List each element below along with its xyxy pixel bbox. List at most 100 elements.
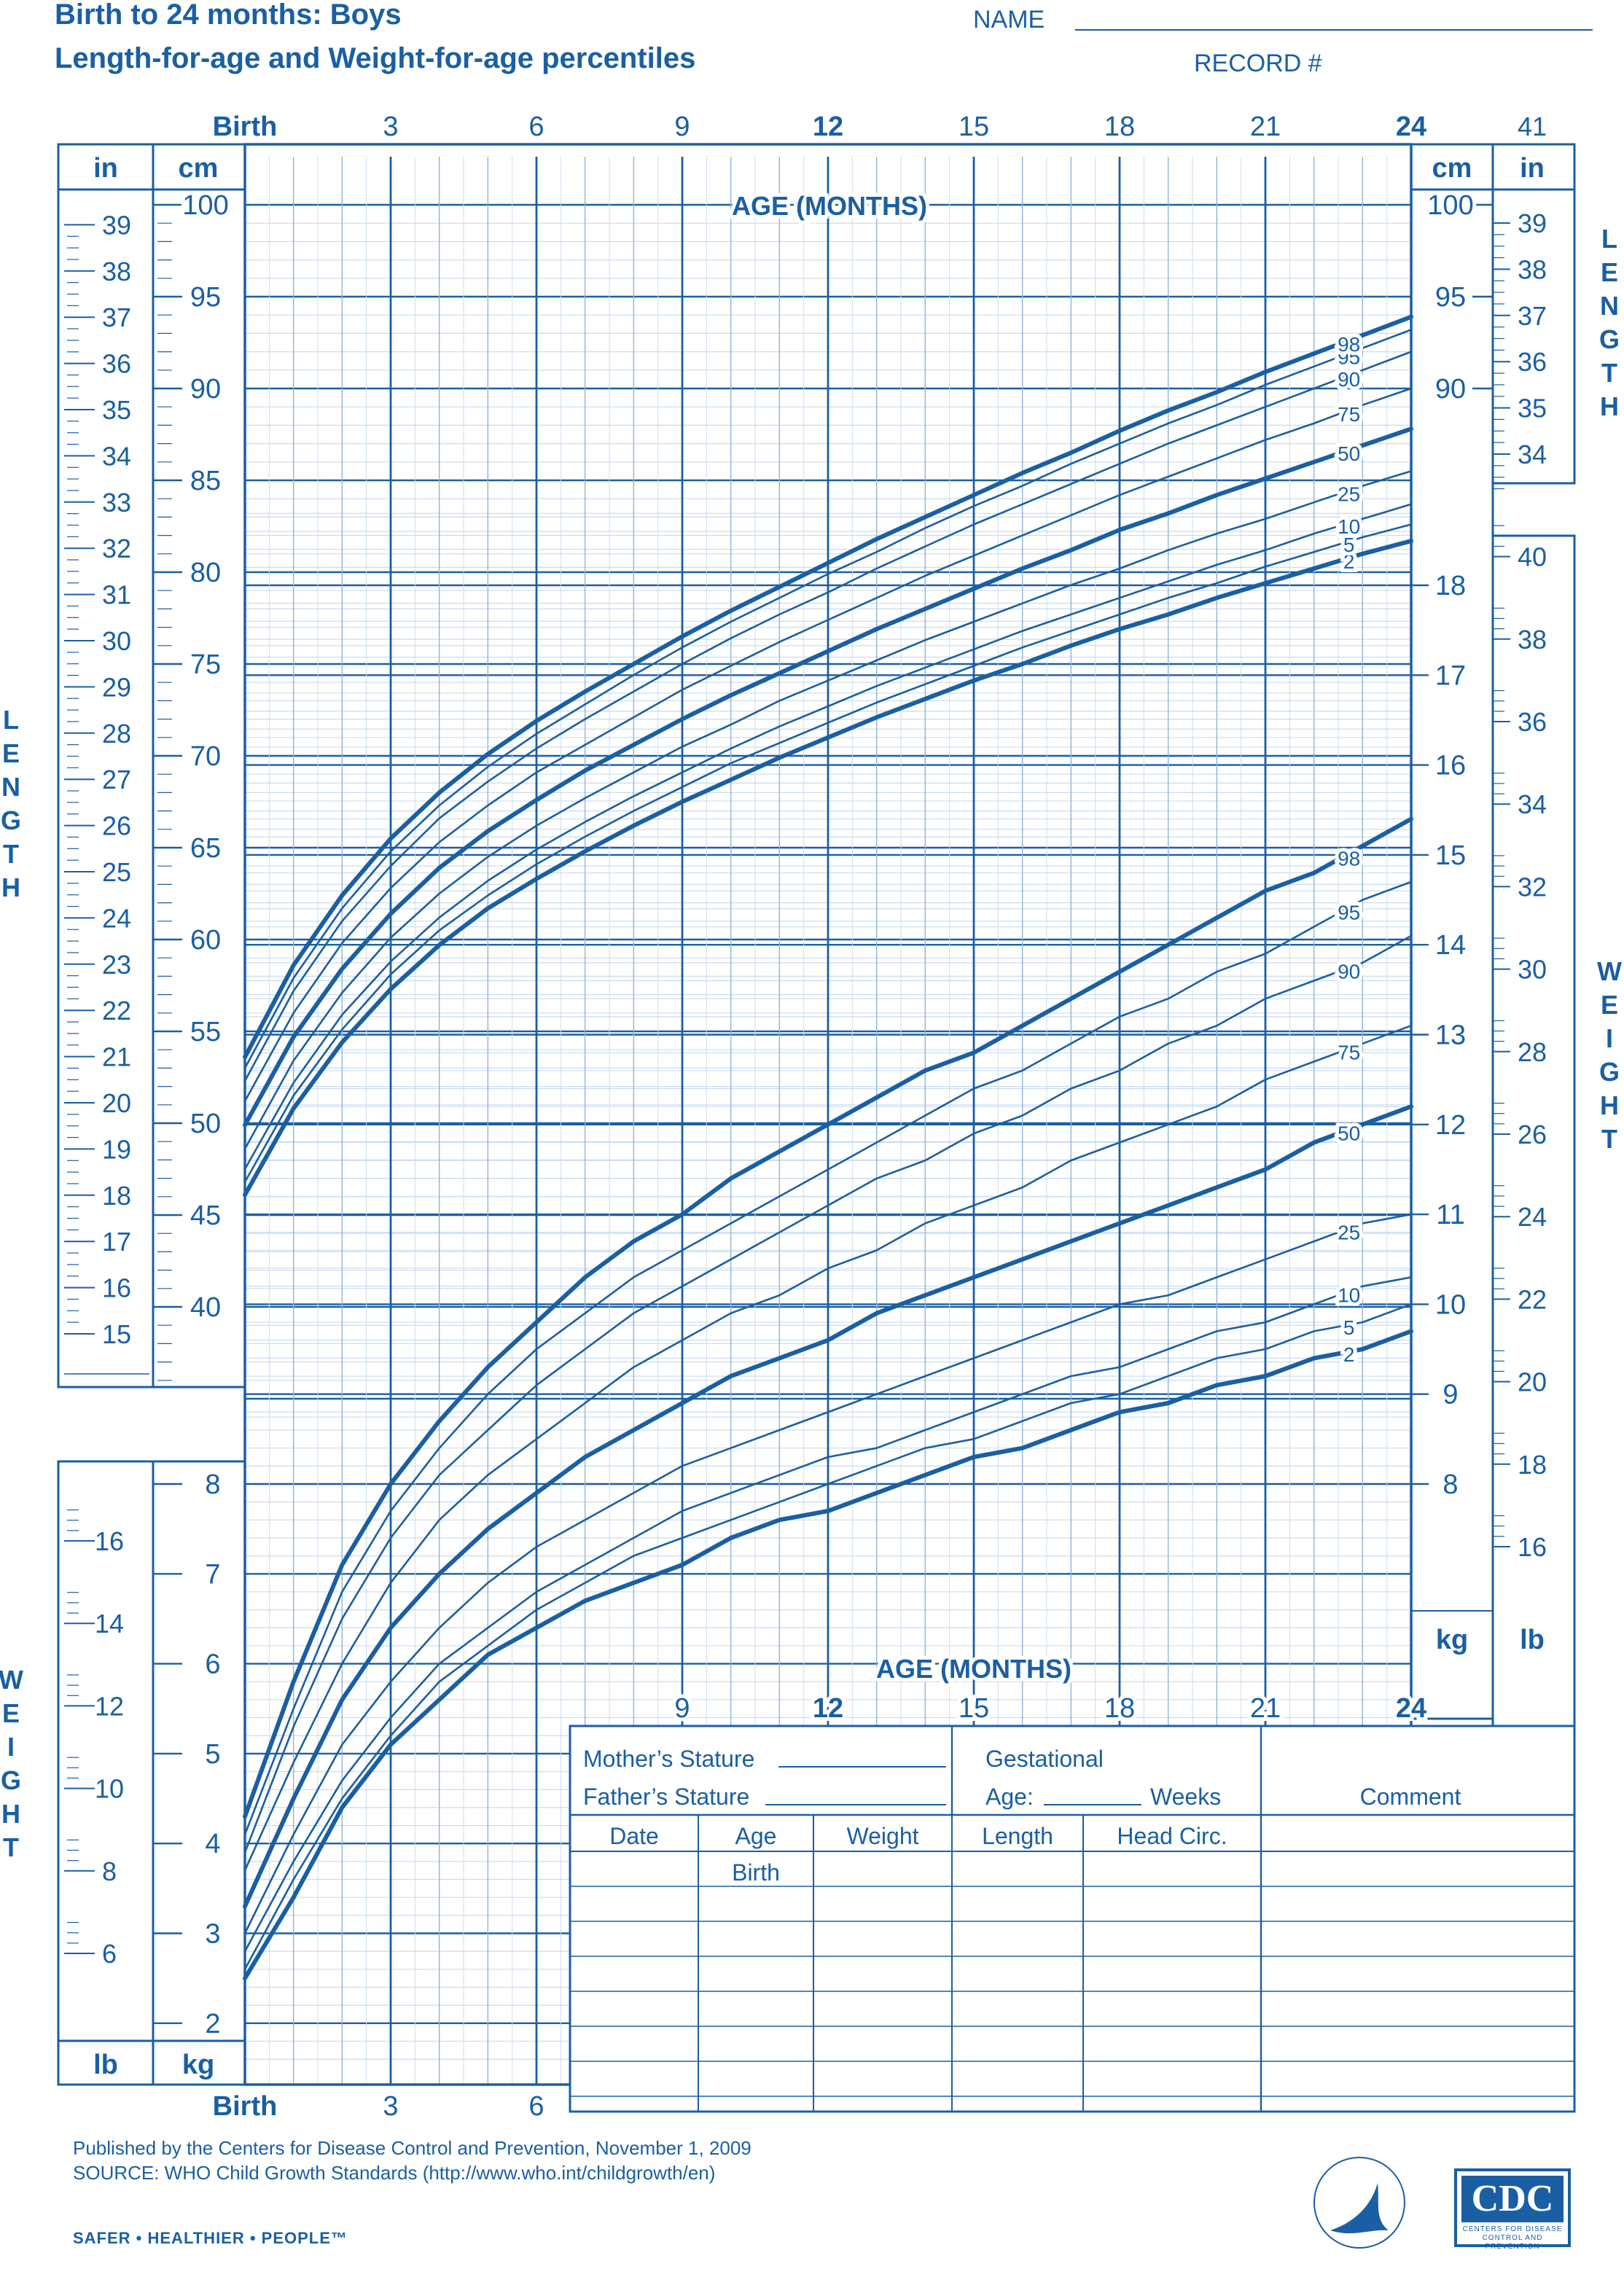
inch-tick-label: 38 [102,257,131,286]
chart-labels: 1516171819202122232425262728293031323334… [64,112,1547,2122]
percentile-label-98: 98 [1338,333,1360,356]
lb-tick-label-right: 24 [1518,1202,1547,1232]
x-tick-label-mid: 12 [813,1693,843,1724]
percentile-curve-10 [243,1276,1413,1953]
kg-tick-label-right: 10 [1435,1289,1466,1320]
fathers-stature-label: Father’s Stature [583,1784,749,1810]
kg-tick-label: 6 [205,1649,220,1680]
kg-tick-label-right: 18 [1435,571,1466,601]
x-tick-label-bottom: Birth [213,2091,278,2122]
kg-tick-label-right: 14 [1435,930,1466,961]
percentile-label-10: 10 [1338,515,1360,538]
inch-tick-label: 18 [102,1181,131,1211]
cm-tick-label: 85 [190,466,221,496]
lb-tick-label: 8 [102,1856,117,1886]
x-tick-label-top: 3 [383,112,398,142]
lb-tick-label-right: 26 [1518,1120,1547,1149]
footer-slogan: SAFER • HEALTHIER • PEOPLE™ [73,2229,348,2247]
inch-tick-label-right: 36 [1518,347,1547,377]
right-in-scale-frame [1491,143,1576,485]
inch-tick-label: 35 [102,395,131,425]
inch-tick-label: 28 [102,719,131,749]
percentile-curve-90 [243,934,1413,1854]
kg-tick-label: 4 [205,1829,220,1859]
x-tick-label-top: 6 [528,112,544,142]
inch-tick-label: 17 [102,1227,131,1257]
percentile-label-5: 5 [1343,1316,1355,1339]
inch-tick-label: 29 [102,672,131,702]
x-tick-label-top: 12 [813,112,843,142]
cm-tick-label: 45 [190,1200,221,1231]
x-tick-label-top: 24 [1396,112,1426,142]
in-unit-label-left: in [93,153,118,184]
x-tick-label-mid: 9 [674,1693,690,1724]
lb-tick-label: 10 [95,1774,124,1804]
lb-tick-label-right: 20 [1518,1367,1547,1397]
cm-tick-label: 40 [190,1292,221,1323]
percentile-label-95: 95 [1338,901,1360,923]
percentile-label-90: 90 [1338,368,1360,391]
cm-tick-label: 75 [190,649,221,680]
kg-tick-label-right: 13 [1435,1020,1466,1051]
x-tick-label-top: Birth [213,112,278,142]
gestational-label: Gestational [985,1746,1104,1772]
x-tick-label-bottom: 6 [528,2091,544,2122]
cm-tick-label: 90 [190,374,221,405]
inch-tick-label: 25 [102,857,131,887]
cm-tick-label-right: 100 [1427,190,1473,221]
percentile-curve-95 [243,880,1413,1836]
percentile-curve-5 [243,1303,1413,1971]
percentile-label-75: 75 [1338,403,1360,426]
percentile-label-10: 10 [1338,1284,1360,1307]
x-tick-label-top: 21 [1250,112,1281,142]
table-column-header: Age [735,1823,777,1849]
lb-tick-label-right: 36 [1518,707,1547,737]
inch-tick-label: 33 [102,488,131,518]
kg-tick-label-right: 12 [1435,1110,1466,1141]
percentile-label-98: 98 [1338,847,1360,870]
x-tick-label-mid: 15 [959,1693,989,1724]
kg-tick-label: 5 [205,1739,220,1770]
x-tick-label-top: 15 [959,112,989,142]
cdc-logo: CDC CENTERS FOR DISEASE CONTROL AND PREV… [1454,2168,1571,2251]
weeks-label: Weeks [1150,1784,1221,1810]
cm-tick-label-right: 95 [1435,282,1466,313]
inch-tick-label: 21 [102,1042,131,1072]
kg-tick-label-right: 9 [1443,1380,1458,1410]
percentile-curve-10 [243,503,1413,1171]
name-field[interactable] [1075,29,1593,31]
lb-tick-label: 6 [102,1939,117,1969]
x-tick-label-mid: 21 [1250,1693,1281,1724]
cm-unit-label-left: cm [179,153,219,184]
comment-label: Comment [1360,1784,1461,1810]
weight-kg-scale-frame [152,1460,246,2086]
lb-tick-label-right: 34 [1518,789,1547,819]
mothers-stature-label: Mother’s Stature [583,1746,754,1772]
cm-tick-label: 95 [190,282,221,313]
lb-tick-label-right: 16 [1518,1532,1547,1562]
percentile-label-95: 95 [1338,346,1360,369]
percentile-curve-50 [243,1104,1413,1909]
percentile-label-2: 2 [1343,1343,1355,1366]
inch-tick-label: 23 [102,950,131,980]
age-axis-label-top: AGE (MONTHS) [732,191,927,221]
percentile-curve-95 [243,329,1413,1069]
footer-published: Published by the Centers for Disease Con… [73,2137,752,2159]
inch-tick-label: 20 [102,1088,131,1118]
percentile-label-50: 50 [1338,1122,1360,1145]
kg-tick-label-right: 11 [1436,1200,1464,1230]
lb-tick-label: 16 [95,1526,124,1556]
percentile-curve-75 [243,1024,1413,1872]
cm-tick-label: 55 [190,1017,221,1047]
percentile-label-75: 75 [1338,1042,1360,1064]
cm-tick-label: 70 [190,741,221,772]
kg-tick-label: 8 [205,1469,220,1500]
cm-tick-label-right: 90 [1435,374,1466,405]
inch-tick-label-right: 38 [1518,254,1547,284]
lb-unit-label: lb [93,2050,118,2080]
age-axis-label-mid: AGE (MONTHS) [876,1654,1071,1684]
record-table-frame [569,1725,1576,2113]
x-tick-label-top: 9 [674,112,690,142]
